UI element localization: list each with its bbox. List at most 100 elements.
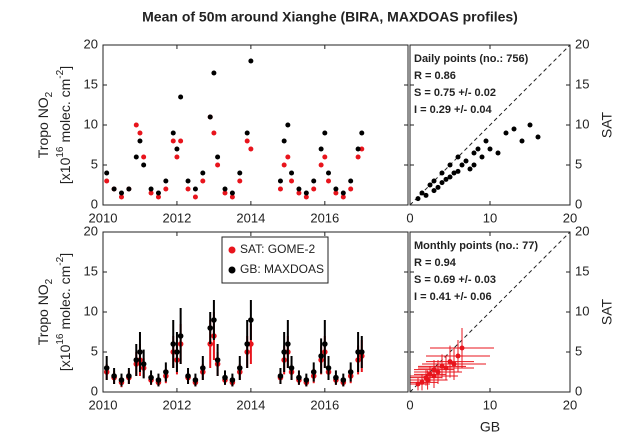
y-axis-label-part: Tropo NO [35, 284, 51, 345]
x-tick-label: 0 [406, 397, 413, 412]
y-tick-label: 5 [91, 343, 98, 358]
y-axis-label-part: molec. cm [57, 266, 73, 330]
data-point [133, 357, 140, 363]
data-point [178, 94, 184, 100]
data-point [211, 317, 217, 323]
data-point [310, 369, 317, 375]
y-tick-label: 20 [84, 223, 98, 238]
y-tick-label: 20 [575, 36, 589, 51]
data-point [439, 170, 445, 176]
data-point [137, 138, 143, 144]
data-point [215, 162, 221, 168]
data-point [170, 341, 177, 347]
data-point [285, 154, 291, 160]
data-point [303, 377, 310, 383]
data-point [289, 170, 295, 176]
data-point [155, 194, 161, 200]
data-point [296, 190, 302, 196]
data-point [141, 162, 147, 168]
y-tick-label: 5 [91, 156, 98, 171]
data-point [425, 377, 431, 383]
annotation: R = 0.86 [414, 70, 456, 82]
x-tick-label: 20 [563, 210, 577, 225]
y-tick-label: 10 [575, 303, 589, 318]
data-point [104, 178, 110, 184]
axes-frame [102, 231, 409, 393]
y-tick-label: 0 [575, 383, 582, 398]
data-point [174, 154, 180, 160]
data-point [333, 374, 339, 381]
data-point [236, 365, 243, 371]
plot-area [103, 45, 408, 205]
data-point [237, 178, 243, 184]
data-point [463, 158, 469, 164]
data-point [277, 178, 283, 184]
data-point [214, 357, 221, 363]
y-axis-label-part: -2 [55, 69, 66, 78]
data-point [148, 190, 154, 196]
data-point [451, 170, 457, 176]
y-axis-label-part: ] [57, 66, 73, 70]
data-point [248, 146, 254, 152]
y-tick-label: 15 [84, 76, 98, 91]
data-point [455, 154, 461, 160]
y-tick-label: 20 [84, 36, 98, 51]
data-point [348, 186, 354, 192]
y-tick-label: 5 [575, 343, 582, 358]
data-point [137, 349, 143, 355]
y-tick-label: 10 [575, 116, 589, 131]
data-point [431, 178, 437, 184]
data-point [185, 373, 191, 379]
data-point [148, 186, 154, 192]
data-point [222, 190, 228, 196]
data-point [211, 130, 217, 136]
data-point [222, 186, 228, 192]
y-axis-label: SAT [599, 298, 615, 325]
data-point [471, 162, 477, 168]
data-point [447, 359, 453, 365]
x-tick-label: 20 [563, 397, 577, 412]
x-axis-label: GB [480, 419, 500, 435]
data-point [222, 374, 228, 381]
annotation: I = 0.41 +/- 0.06 [414, 291, 492, 303]
y-tick-label: 0 [91, 196, 98, 211]
data-point [174, 146, 180, 152]
data-point [326, 178, 332, 184]
data-point [535, 134, 541, 140]
data-point [340, 194, 346, 200]
data-point [519, 138, 525, 144]
x-tick-label: 2010 [89, 210, 118, 225]
data-point [118, 190, 124, 196]
legend-marker [228, 246, 236, 254]
data-point [163, 178, 169, 184]
x-tick-label: 2012 [162, 210, 191, 225]
data-point [447, 162, 453, 168]
data-point [244, 130, 250, 136]
data-point [296, 186, 302, 192]
annotation: I = 0.29 +/- 0.04 [414, 104, 493, 116]
data-point [285, 122, 291, 128]
data-point [467, 166, 473, 172]
y-tick-label: 15 [84, 263, 98, 278]
data-point [318, 162, 324, 168]
data-point [451, 361, 457, 367]
y-axis-label-part: 2 [44, 278, 55, 284]
data-point [200, 170, 206, 176]
y-axis-label: [x1016 molec. cm-2] [55, 66, 73, 184]
y-axis-label-part: 16 [55, 333, 66, 345]
x-tick-label: 2012 [162, 397, 191, 412]
data-point [495, 150, 501, 156]
data-point [423, 192, 429, 198]
y-axis-label: [x1016 molec. cm-2] [55, 253, 73, 371]
data-point [348, 178, 354, 184]
x-tick-label: 0 [406, 210, 413, 225]
data-point [126, 186, 132, 192]
marks [410, 45, 570, 205]
data-point [207, 114, 213, 120]
data-point [311, 186, 317, 192]
data-point [303, 190, 309, 196]
y-axis-label-part: molec. cm [57, 79, 73, 143]
